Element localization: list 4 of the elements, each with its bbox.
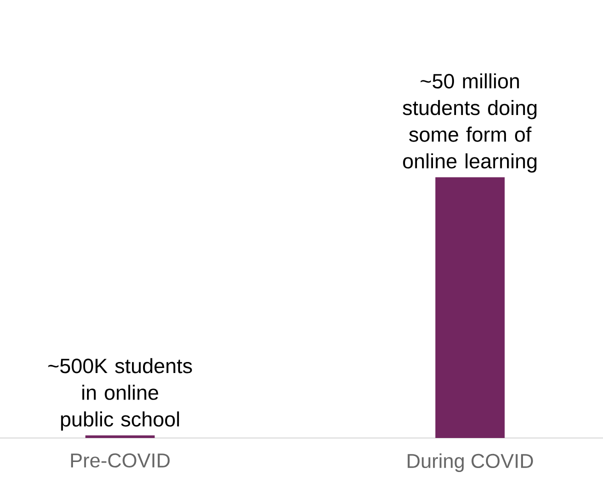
x-tick-label: Pre-COVID (71, 453, 170, 468)
x-tick-label: During COVID (408, 453, 533, 472)
data-label: ~50 million students doing some form of online learning (402, 73, 536, 173)
data-label: ~500K students in online public school (48, 358, 192, 431)
